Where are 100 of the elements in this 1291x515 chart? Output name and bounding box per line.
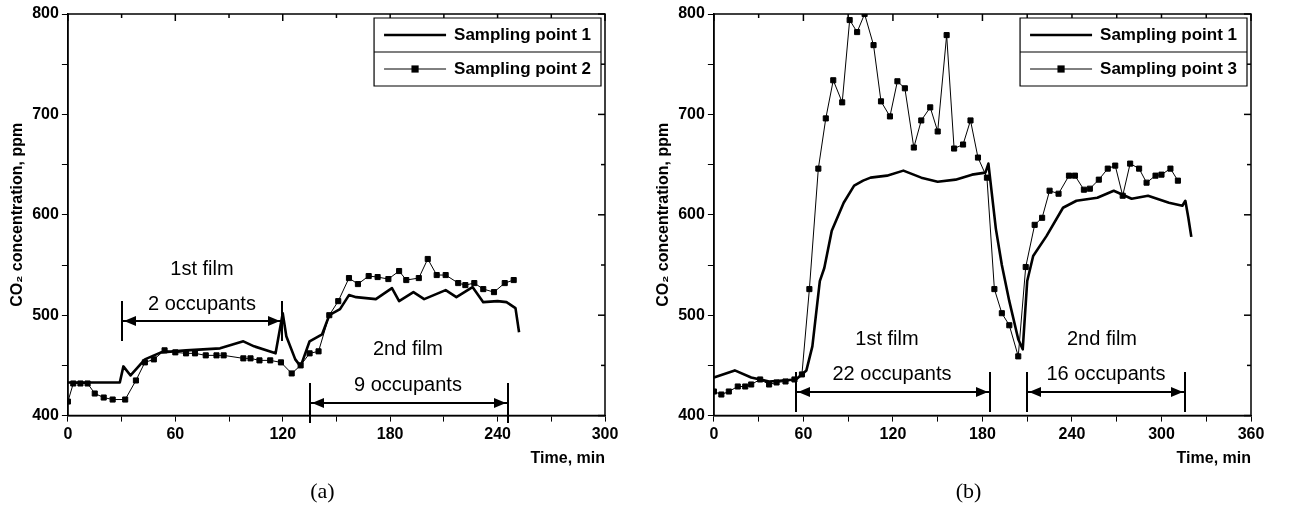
point	[433, 271, 440, 279]
annotation: 2 occupants	[147, 291, 257, 315]
point	[991, 286, 998, 293]
point	[1015, 353, 1022, 360]
point	[983, 174, 990, 181]
point	[1055, 190, 1062, 197]
point	[161, 347, 168, 354]
y-tick-label: 600	[678, 205, 705, 223]
point	[1006, 322, 1013, 329]
point	[220, 352, 227, 359]
y-tick-label: 700	[678, 104, 705, 122]
point	[345, 275, 353, 282]
y-axis-title: CO₂ concentration, ppm	[654, 122, 672, 307]
point	[934, 128, 941, 135]
point	[490, 289, 498, 296]
point	[256, 357, 263, 364]
legend-label: Sampling point 1	[454, 24, 592, 44]
x-tick-label: 180	[969, 424, 996, 442]
point	[1031, 221, 1038, 228]
legend-label: Sampling point 2	[454, 58, 592, 78]
point	[240, 355, 247, 362]
point	[822, 115, 829, 122]
point	[415, 275, 422, 282]
point	[839, 99, 846, 106]
point	[773, 379, 780, 386]
x-tick-label: 0	[63, 424, 73, 442]
point	[132, 377, 139, 384]
text: (b)	[954, 478, 983, 504]
point	[510, 277, 517, 284]
point	[315, 348, 322, 355]
annotation: 2nd film	[372, 336, 444, 360]
point	[1127, 160, 1134, 167]
point	[374, 274, 381, 281]
x-axis-title: Time, min	[530, 448, 605, 466]
point	[150, 356, 157, 363]
point	[122, 396, 129, 403]
x-tick-label: 180	[376, 424, 404, 442]
x-tick-label: 120	[269, 424, 297, 442]
point	[1158, 171, 1165, 178]
point	[1112, 162, 1119, 169]
legend-label: Sampling point 1	[1100, 24, 1238, 44]
point	[109, 396, 116, 403]
y-tick-label: 500	[32, 305, 59, 323]
point	[951, 145, 958, 152]
point	[403, 277, 410, 284]
point	[354, 281, 361, 288]
point	[100, 394, 107, 401]
annotation: 2nd film	[1066, 326, 1138, 350]
x-tick-label: 60	[794, 424, 813, 442]
point	[396, 267, 403, 275]
y-tick-label: 700	[32, 104, 59, 122]
point	[1086, 185, 1093, 192]
point	[806, 286, 813, 293]
point	[1022, 263, 1029, 271]
point	[1071, 172, 1078, 179]
point	[1046, 187, 1053, 194]
point	[998, 310, 1005, 317]
y-axis-title: CO₂ concentration, ppm	[8, 122, 26, 307]
y-tick-label: 800	[32, 4, 59, 22]
point	[306, 350, 313, 357]
point	[748, 381, 755, 388]
x-axis-title: Time, min	[1176, 448, 1251, 466]
annotation: 9 occupants	[353, 372, 463, 396]
point	[846, 16, 853, 24]
point	[1152, 172, 1159, 179]
annotation: 1st film	[854, 326, 920, 350]
point	[718, 391, 725, 398]
point	[910, 144, 917, 151]
annotation: 22 occupants	[831, 361, 953, 385]
point	[1174, 177, 1181, 184]
annotation: 16 occupants	[1045, 361, 1167, 385]
point	[734, 383, 741, 390]
y-tick-label: 800	[678, 4, 705, 22]
point	[894, 78, 901, 85]
point	[442, 271, 449, 279]
point	[886, 113, 893, 120]
y-tick-label: 600	[32, 205, 59, 223]
point	[967, 117, 974, 124]
point	[501, 280, 508, 287]
point	[870, 42, 877, 49]
text: (a)	[309, 478, 336, 504]
point	[918, 117, 925, 124]
x-tick-label: 300	[1148, 424, 1175, 442]
point	[365, 273, 372, 280]
point	[1080, 186, 1087, 193]
y-tick-label: 400	[678, 406, 705, 424]
point	[471, 280, 478, 287]
point	[462, 282, 469, 289]
point	[815, 165, 822, 172]
point	[1143, 179, 1150, 186]
x-tick-label: 240	[484, 424, 512, 442]
point	[335, 298, 342, 305]
annotation: 1st film	[169, 256, 235, 280]
point	[288, 370, 295, 377]
point	[191, 350, 199, 357]
x-tick-label: 0	[709, 424, 719, 442]
x-tick-label: 360	[1237, 424, 1265, 442]
point	[1039, 214, 1046, 221]
point	[854, 29, 861, 36]
point	[960, 141, 967, 148]
